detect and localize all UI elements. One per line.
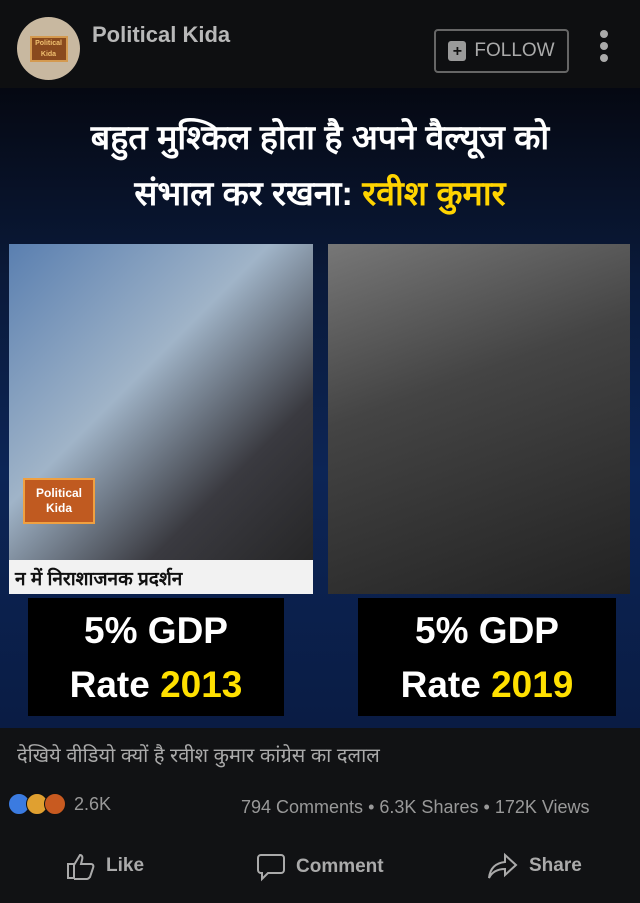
page-avatar[interactable]: Political Kida <box>17 17 80 80</box>
left-caption: 5% GDP Rate 2013 <box>28 598 284 716</box>
caption-line: 5% GDP <box>415 610 559 651</box>
caption-year: 2019 <box>491 664 574 705</box>
like-label: Like <box>106 855 145 876</box>
follow-button[interactable]: + FOLLOW <box>434 29 569 73</box>
news-ticker: न में निराशाजनक प्रदर्शन <box>9 560 313 594</box>
video-player[interactable]: बहुत मुश्किल होता है अपने वैल्यूज को संभ… <box>0 88 640 728</box>
follow-label: FOLLOW <box>474 40 555 61</box>
comment-bubble-icon <box>257 854 285 882</box>
post-header: Political Kida Political Kida + FOLLOW <box>0 0 640 88</box>
headline-highlight: रवीश कुमार <box>362 175 506 213</box>
separator: • <box>368 797 375 817</box>
channel-logo: Political Kida <box>23 478 95 524</box>
share-label: Share <box>529 855 582 876</box>
post-stats: 794 Comments • 6.3K Shares • 172K Views <box>241 797 590 818</box>
more-vertical-icon[interactable] <box>598 30 610 62</box>
add-follow-icon: + <box>448 41 467 61</box>
separator: • <box>483 797 490 817</box>
headline-line-1: बहुत मुश्किल होता है अपने वैल्यूज को <box>90 119 550 157</box>
like-button[interactable]: Like <box>66 852 144 880</box>
avatar-logo: Political Kida <box>29 35 68 62</box>
post-description: देखिये वीडियो क्यों है रवीश कुमार कांग्र… <box>17 745 380 767</box>
right-photo-panel <box>328 244 630 594</box>
caption-year: 2013 <box>160 664 243 705</box>
right-caption: 5% GDP Rate 2019 <box>358 598 616 716</box>
headline-line-2: संभाल कर रखना: <box>134 175 353 213</box>
comment-label: Comment <box>296 856 384 877</box>
comments-count[interactable]: 794 Comments <box>241 797 364 817</box>
shares-count[interactable]: 6.3K Shares <box>379 797 479 817</box>
caption-line: 5% GDP <box>84 610 228 651</box>
views-count: 172K Views <box>494 797 590 817</box>
reaction-count: 2.6K <box>74 793 112 814</box>
share-button[interactable]: Share <box>487 852 582 880</box>
share-arrow-icon <box>488 852 518 879</box>
comment-button[interactable]: Comment <box>256 852 384 882</box>
angry-reaction-icon <box>44 793 66 815</box>
page-name[interactable]: Political Kida <box>92 22 231 47</box>
action-bar: Like Comment Share <box>0 852 640 892</box>
video-headline: बहुत मुश्किल होता है अपने वैल्यूज को संभ… <box>0 110 640 222</box>
reactions-summary[interactable]: 2.6K <box>8 793 111 815</box>
left-photo-panel: Political Kida न में निराशाजनक प्रदर्शन <box>9 244 313 594</box>
thumbs-up-icon <box>67 853 95 880</box>
